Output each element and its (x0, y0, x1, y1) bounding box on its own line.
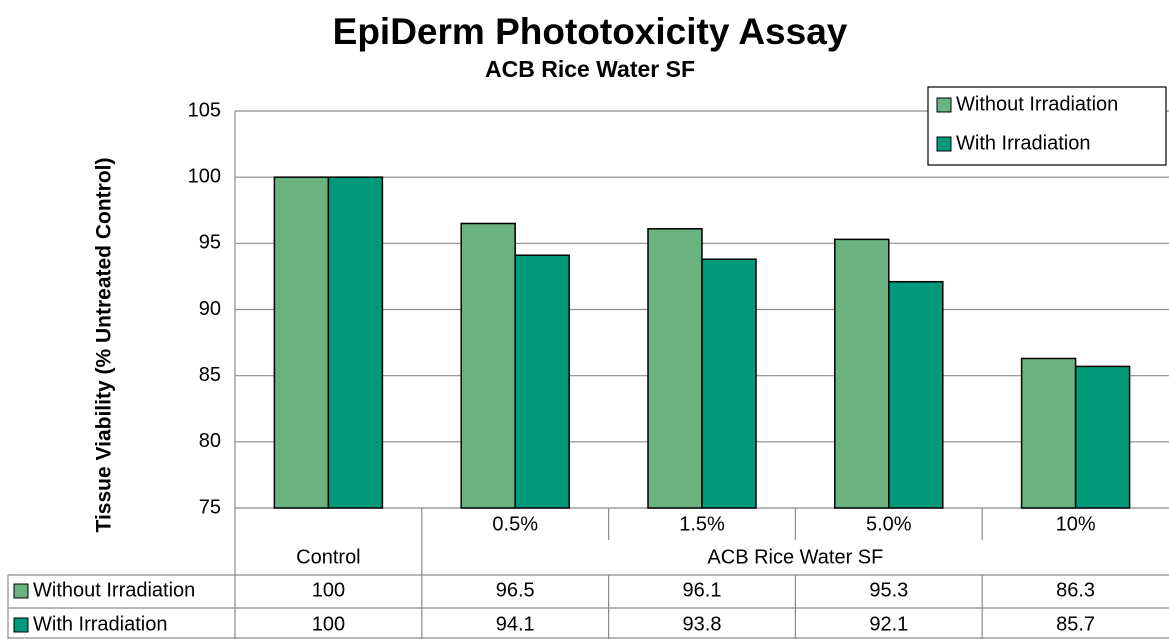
chart-title: EpiDerm Phototoxicity Assay (333, 11, 848, 52)
chart-subtitle: ACB Rice Water SF (485, 56, 695, 82)
table-legend-key (13, 617, 29, 633)
table-legend-key (13, 583, 29, 599)
table-cell: 100 (312, 613, 345, 635)
y-tick-label: 95 (199, 232, 221, 254)
legend-key (936, 136, 952, 152)
y-tick-label: 85 (199, 364, 221, 386)
table-cell: 96.1 (683, 579, 722, 601)
table-cell: 100 (312, 579, 345, 601)
bar (834, 238, 890, 509)
x-tick-label: 10% (1056, 513, 1096, 535)
x-tick-label: 5.0% (866, 513, 912, 535)
table-cell: 95.3 (869, 579, 908, 601)
table-cell: 93.8 (683, 613, 722, 635)
table-cell: 86.3 (1056, 579, 1095, 601)
legend-label: Without Irradiation (956, 93, 1118, 115)
table-cell: 96.5 (496, 579, 535, 601)
bar (460, 222, 516, 509)
table-row-header: With Irradiation (33, 613, 168, 635)
bar (327, 176, 384, 509)
y-tick-label: 100 (188, 165, 221, 187)
legend-key (936, 97, 952, 113)
legend-label: With Irradiation (956, 132, 1091, 154)
y-tick-label: 105 (188, 99, 221, 121)
legend-box (927, 86, 1167, 166)
bar (701, 258, 757, 509)
x-tick-label: Control (296, 546, 360, 568)
bar (647, 228, 703, 509)
table-cell: 92.1 (869, 613, 908, 635)
x-tick-label: 0.5% (492, 513, 538, 535)
x-tick-label: 1.5% (679, 513, 725, 535)
y-tick-label: 90 (199, 298, 221, 320)
table-row-header: Without Irradiation (33, 579, 195, 601)
bar (1020, 357, 1077, 509)
bar (514, 254, 570, 509)
table-cell: 94.1 (496, 613, 535, 635)
bar (1074, 365, 1131, 509)
table-cell: 85.7 (1056, 613, 1095, 635)
bar (888, 280, 944, 509)
y-axis-label: Tissue Viability (% Untreated Control) (93, 158, 116, 533)
y-tick-label: 75 (199, 496, 221, 518)
bar (273, 176, 330, 509)
category-group-label: ACB Rice Water SF (707, 546, 883, 568)
y-tick-label: 80 (199, 430, 221, 452)
